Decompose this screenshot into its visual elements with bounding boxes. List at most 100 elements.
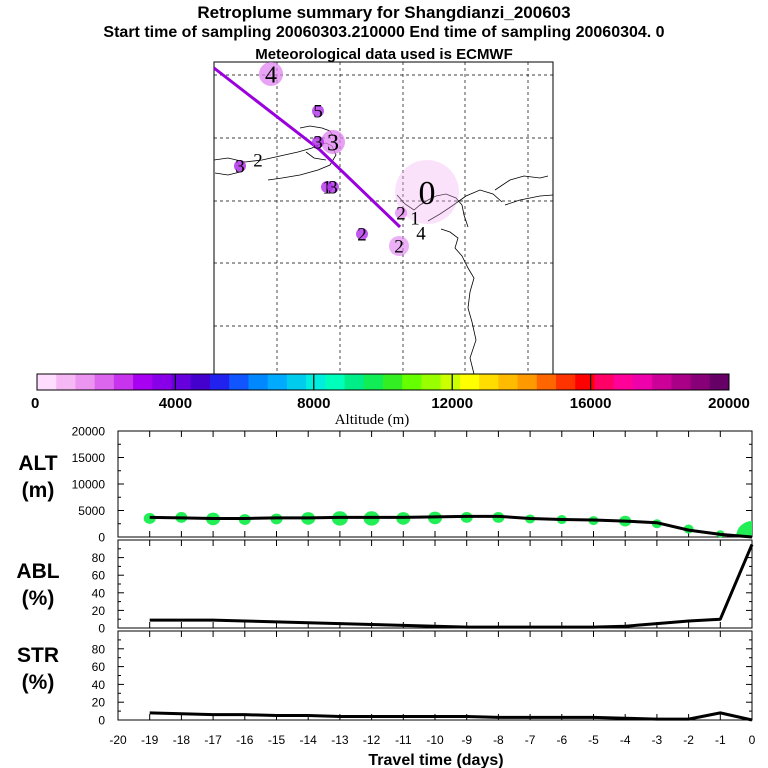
colorbar-cell	[267, 374, 288, 390]
time-series-content: 0 5000 10000 15000 20000 ALT (m) 0 20 40 60 80 ABL (%…	[16, 425, 755, 768]
trajectory-marker-label: 2	[357, 225, 367, 246]
x-tick-label: -2	[683, 733, 694, 747]
trajectory-marker-label: 3	[235, 157, 245, 178]
colorbar-cell	[459, 374, 480, 390]
colorbar-cell	[229, 374, 249, 390]
altitude-colorbar: 0 4000 8000 12000 16000 20000 Altitude (m)	[31, 373, 750, 428]
trajectory-marker-dot	[312, 105, 324, 117]
trajectory-marker-label: 2	[253, 151, 263, 172]
colorbar-tick-label: 4000	[159, 395, 192, 412]
x-tick-label: -9	[461, 733, 472, 747]
series-line-str	[149, 711, 753, 722]
colorbar-label: Altitude (m)	[335, 412, 410, 428]
panel-frame	[117, 630, 753, 721]
colorbar-cell	[652, 374, 672, 390]
y-tick-label: 60	[92, 660, 106, 674]
altitude-marker	[736, 521, 752, 537]
trajectory-marker-dot	[312, 136, 324, 148]
x-tick-label: -19	[141, 733, 159, 747]
x-tick-label: -3	[652, 733, 663, 747]
trajectory-marker-label: 0	[419, 175, 436, 212]
x-tick-label: -4	[620, 733, 631, 747]
colorbar-cell	[594, 374, 615, 390]
colorbar-tick-label: 8000	[297, 395, 330, 412]
trajectory-marker-label: 3	[328, 178, 338, 199]
y-tick-label: 0	[98, 714, 105, 728]
colorbar-cell	[421, 374, 442, 390]
colorbar-cell	[248, 374, 269, 390]
x-tick-label: -10	[426, 733, 444, 747]
x-tick-label: -14	[300, 733, 318, 747]
x-tick-label: -11	[395, 733, 412, 747]
colorbar-cell	[133, 374, 153, 390]
x-tick-label: -13	[331, 733, 349, 747]
colorbar-cell	[498, 374, 519, 390]
x-tick-label: -7	[525, 733, 536, 747]
x-tick-label: -18	[173, 733, 191, 747]
trajectory-marker-dot	[395, 207, 407, 219]
colorbar-cell	[152, 374, 173, 390]
trajectory-marker-label: 5	[313, 102, 323, 123]
y-tick-label: 0	[98, 531, 105, 545]
y-tick-label: 5000	[78, 504, 105, 518]
x-tick-label: -20	[109, 733, 127, 747]
trajectory-marker-label: 1	[410, 209, 420, 230]
trajectory-marker-label: 2	[394, 237, 404, 258]
colorbar-cell	[190, 374, 211, 390]
colorbar-cell	[363, 374, 384, 390]
y-tick-label: 60	[92, 569, 106, 583]
panel-unit: (%)	[22, 587, 55, 610]
series-line-abl	[149, 543, 754, 629]
colorbar-tick-label: 16000	[570, 395, 612, 412]
panel-alt: 0 5000 10000 15000 20000 ALT (m)	[18, 425, 753, 545]
x-tick-label: 0	[749, 733, 756, 747]
trajectory-marker-dot	[327, 181, 339, 193]
colorbar-cell	[94, 374, 115, 390]
colorbar-cell	[56, 374, 76, 390]
panel-unit: (m)	[22, 479, 55, 502]
colorbar-cell	[37, 374, 57, 390]
trajectory-marker-label: 3	[327, 130, 339, 156]
colorbar-cell	[690, 374, 711, 390]
x-tick-label: -8	[493, 733, 504, 747]
colorbar-cell	[613, 374, 634, 390]
colorbar-cell	[210, 374, 230, 390]
figure-title: Retroplume summary for Shangdianzi_20060…	[197, 3, 571, 22]
trajectory-marker-dot	[389, 236, 409, 256]
panel-frame	[117, 539, 753, 629]
trajectory-marker-label: 1	[322, 178, 332, 199]
y-tick-label: 80	[92, 551, 106, 565]
colorbar-cell	[517, 374, 538, 390]
colorbar-cell	[75, 374, 96, 390]
x-tick-label: -17	[204, 733, 222, 747]
trajectory-marker-dot	[321, 130, 345, 154]
x-tick-label: -5	[588, 733, 599, 747]
y-tick-label: 15000	[72, 451, 106, 465]
colorbar-cell	[556, 374, 576, 390]
panel-label: ABL	[16, 560, 59, 583]
colorbar-tick-label: 0	[31, 395, 39, 412]
x-tick-label: -16	[236, 733, 254, 747]
colorbar-cells	[37, 374, 730, 390]
panel-abl: 0 20 40 60 80 ABL (%)	[16, 539, 754, 636]
colorbar-frame	[36, 373, 730, 391]
x-axis-label: Travel time (days)	[368, 752, 503, 768]
map-frame	[213, 61, 554, 375]
y-tick-label: 10000	[72, 478, 106, 492]
trajectory-marker-label: 4	[416, 224, 426, 245]
series-line-alt	[149, 514, 753, 539]
colorbar-ticks: 0 4000 8000 12000 16000 20000	[31, 374, 750, 412]
colorbar-cell	[344, 374, 365, 390]
panel-label: ALT	[18, 452, 57, 475]
y-tick-label: 0	[98, 622, 105, 636]
colorbar-tick-label: 12000	[431, 395, 473, 412]
x-tick-label: -1	[715, 733, 726, 747]
colorbar-cell	[325, 374, 346, 390]
panel-unit: (%)	[22, 671, 55, 694]
trajectory-marker-label: 4	[265, 62, 277, 88]
colorbar-cell	[479, 374, 499, 390]
colorbar-cell	[632, 374, 653, 390]
